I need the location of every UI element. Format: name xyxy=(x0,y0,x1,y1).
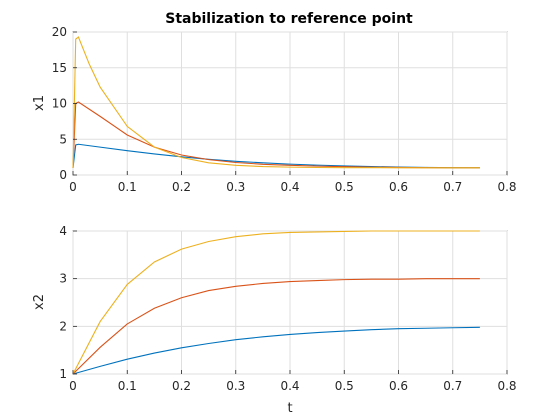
y-tick-label: 2 xyxy=(59,319,67,333)
x-tick-label: 0 xyxy=(69,379,77,393)
y-axis-label-x2: x2 xyxy=(32,294,47,310)
y-tick-label: 0 xyxy=(59,168,67,182)
x-tick-label: 0.8 xyxy=(497,180,516,194)
grid-x1 xyxy=(72,31,508,176)
x-tick-label: 0.6 xyxy=(389,180,408,194)
ticks-x2: 0 0.1 0.2 0.3 0.4 0.5 0.6 0.7 0.8 1 2 3 4 xyxy=(59,224,516,393)
series-layer-x1 xyxy=(72,36,480,169)
plot-x2: 0 0.1 0.2 0.3 0.4 0.5 0.6 0.7 0.8 1 2 3 4 x2 t xyxy=(32,224,517,416)
series-line-x2-3 xyxy=(72,230,480,375)
x-tick-label: 0.5 xyxy=(335,180,354,194)
x-tick-label: 0.2 xyxy=(172,379,191,393)
x-tick-label: 0.1 xyxy=(118,180,137,194)
chart-title: Stabilization to reference point xyxy=(165,11,413,27)
y-tick-label: 3 xyxy=(59,272,67,286)
x-axis-label-t: t xyxy=(287,401,292,416)
x-tick-label: 0.2 xyxy=(172,180,191,194)
series-line-x2-2 xyxy=(72,278,480,375)
x-tick-label: 0 xyxy=(69,180,77,194)
x-tick-label: 0.7 xyxy=(443,379,462,393)
x-tick-label: 0.3 xyxy=(226,379,245,393)
y-tick-label: 4 xyxy=(59,224,67,238)
x-tick-label: 0.4 xyxy=(280,379,299,393)
series-line-x2-1 xyxy=(72,326,480,375)
plot-x1: 0 0.1 0.2 0.3 0.4 0.5 0.6 0.7 0.8 0 5 10 15 20 x1 xyxy=(32,25,517,194)
x-tick-label: 0.5 xyxy=(335,379,354,393)
y-tick-label: 1 xyxy=(59,367,67,381)
y-axis-label-x1: x1 xyxy=(32,95,47,111)
x-tick-label: 0.7 xyxy=(443,180,462,194)
y-tick-label: 15 xyxy=(52,61,67,75)
y-tick-label: 5 xyxy=(59,132,67,146)
x-tick-label: 0.4 xyxy=(280,180,299,194)
x-tick-label: 0.6 xyxy=(389,379,408,393)
ticks-x1: 0 0.1 0.2 0.3 0.4 0.5 0.6 0.7 0.8 0 5 10 15 20 xyxy=(52,25,517,194)
y-tick-label: 10 xyxy=(52,97,67,111)
series-line-x1-3 xyxy=(72,36,480,169)
y-tick-label: 20 xyxy=(52,25,67,39)
x-tick-label: 0.8 xyxy=(497,379,516,393)
x-tick-label: 0.1 xyxy=(118,379,137,393)
series-layer-x2 xyxy=(72,230,480,375)
x-tick-label: 0.3 xyxy=(226,180,245,194)
